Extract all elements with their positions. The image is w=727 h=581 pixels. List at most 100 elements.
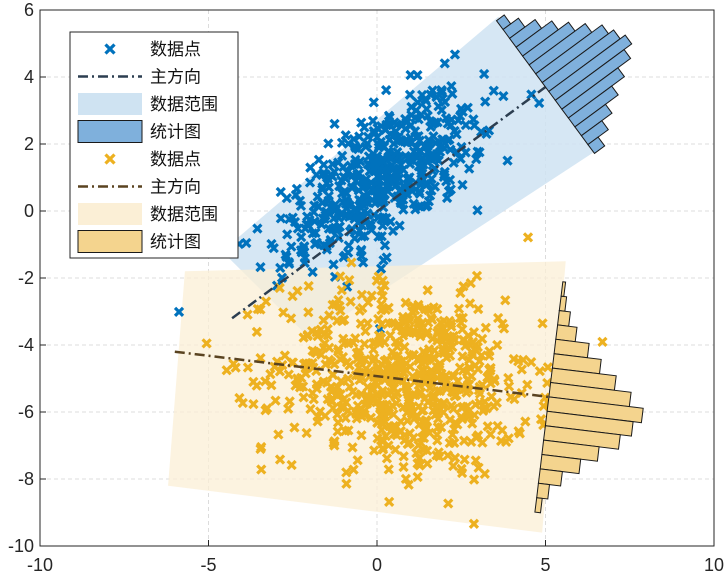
data-point — [350, 142, 361, 153]
data-point — [299, 241, 310, 252]
y-tick-label: 0 — [24, 201, 34, 221]
histogram-bar — [587, 136, 606, 155]
data-point — [337, 150, 348, 161]
data-point — [367, 355, 379, 367]
data-point — [398, 204, 409, 215]
data-point — [440, 339, 451, 351]
data-point — [309, 346, 320, 357]
data-point — [491, 397, 502, 408]
data-point — [447, 88, 458, 99]
data-point — [472, 364, 484, 375]
y-tick-label: 2 — [24, 134, 34, 154]
data-point — [365, 220, 376, 231]
legend-label: 主方向 — [150, 68, 201, 88]
data-point — [307, 266, 318, 278]
data-point — [526, 357, 537, 368]
data-point — [296, 231, 307, 243]
data-point — [439, 166, 450, 178]
data-point — [328, 259, 339, 270]
data-point — [412, 458, 423, 469]
data-point — [482, 421, 493, 432]
data-point — [318, 240, 330, 251]
data-point — [444, 414, 456, 425]
data-point — [413, 201, 424, 212]
data-point — [329, 118, 340, 130]
data-point — [377, 220, 388, 231]
axis-ticks: -10 -5 0 5 10 6 4 2 0 -2 -4 -6 -8 -10 — [8, 0, 724, 575]
data-point — [347, 442, 358, 453]
data-point — [173, 306, 185, 318]
data-point — [466, 347, 477, 358]
data-point — [311, 383, 322, 394]
data-point — [384, 496, 395, 508]
data-point — [431, 450, 442, 461]
data-point — [462, 373, 474, 385]
data-point — [304, 177, 316, 188]
data-point — [432, 400, 443, 411]
data-point — [402, 172, 414, 184]
data-point — [421, 103, 432, 115]
data-point — [481, 403, 492, 414]
data-point — [341, 478, 352, 489]
data-point — [468, 518, 480, 529]
data-point — [422, 397, 434, 408]
data-point — [338, 393, 350, 405]
data-point — [493, 312, 504, 324]
data-point — [368, 125, 379, 137]
data-point — [455, 287, 466, 299]
data-point — [474, 388, 486, 399]
data-point — [303, 280, 314, 292]
data-point — [476, 350, 487, 361]
legend-label: 数据范围 — [150, 205, 218, 225]
histogram-bar — [543, 425, 621, 450]
data-point — [355, 318, 366, 329]
data-point — [396, 120, 407, 131]
data-point — [341, 357, 353, 368]
data-point — [412, 471, 423, 483]
data-point — [391, 171, 403, 182]
data-point — [456, 411, 467, 422]
data-point — [338, 161, 349, 173]
data-point — [357, 182, 368, 194]
data-point — [427, 314, 438, 325]
data-point — [328, 213, 340, 224]
data-point — [441, 383, 453, 394]
data-point — [403, 479, 414, 490]
data-point — [534, 366, 545, 377]
data-point — [476, 126, 487, 137]
histogram-bar — [539, 453, 582, 475]
data-point — [399, 434, 410, 446]
data-point — [425, 116, 436, 127]
data-points — [173, 49, 608, 529]
data-point — [387, 422, 398, 433]
data-point — [465, 277, 476, 289]
data-point — [287, 290, 298, 302]
data-point — [413, 161, 424, 172]
data-point — [338, 171, 349, 182]
histogram-bar — [557, 310, 571, 327]
data-point — [354, 346, 365, 357]
data-point — [395, 416, 406, 427]
data-point — [597, 336, 608, 347]
data-point — [383, 464, 394, 475]
data-point — [410, 105, 422, 116]
data-point — [337, 315, 348, 327]
data-point — [438, 323, 449, 334]
legend-label: 主方向 — [150, 178, 201, 198]
principal-direction-lines — [174, 86, 550, 399]
data-point — [399, 341, 410, 353]
data-point — [255, 443, 266, 455]
data-point — [432, 385, 443, 397]
data-point — [289, 422, 300, 433]
data-point — [318, 342, 329, 353]
data-point — [368, 97, 379, 108]
data-point — [444, 350, 456, 361]
data-point — [480, 322, 491, 333]
data-point — [335, 354, 346, 365]
y-tick-label: -10 — [8, 536, 34, 556]
data-point — [291, 183, 302, 194]
data-point — [468, 474, 480, 485]
data-point — [278, 307, 289, 318]
data-point — [402, 386, 413, 398]
